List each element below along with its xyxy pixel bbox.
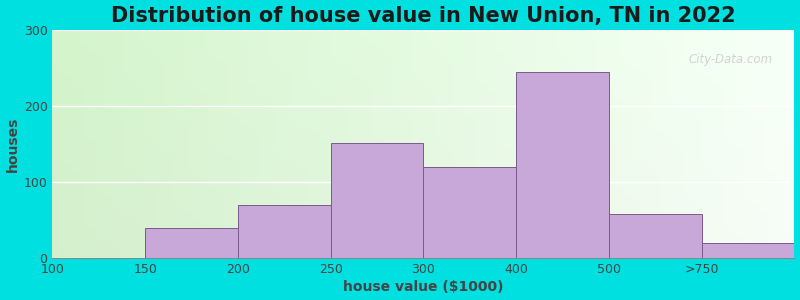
Bar [423,167,516,258]
Text: City-Data.com: City-Data.com [688,53,772,66]
Bar [146,228,238,258]
Y-axis label: houses: houses [6,116,19,172]
Bar [330,142,423,258]
X-axis label: house value ($1000): house value ($1000) [343,280,504,294]
Bar [516,72,609,258]
Bar [609,214,702,258]
Bar [238,205,330,258]
Bar [702,243,794,258]
Title: Distribution of house value in New Union, TN in 2022: Distribution of house value in New Union… [111,6,736,26]
